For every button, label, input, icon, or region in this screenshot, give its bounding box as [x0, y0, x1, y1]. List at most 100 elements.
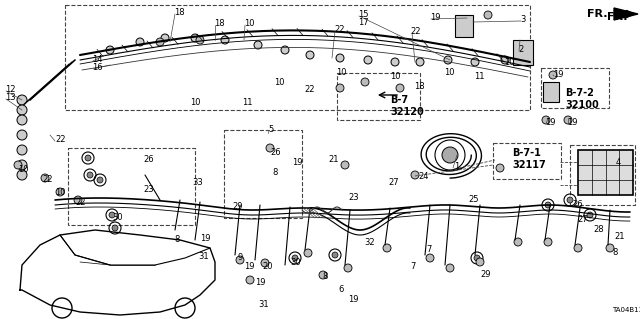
Circle shape — [261, 259, 269, 267]
Text: 23: 23 — [143, 185, 154, 194]
Text: 21: 21 — [614, 232, 625, 241]
Circle shape — [161, 34, 169, 42]
Circle shape — [336, 54, 344, 62]
Circle shape — [606, 244, 614, 252]
Text: B-7: B-7 — [390, 95, 408, 105]
Bar — [578, 150, 633, 195]
Bar — [455, 15, 473, 37]
Text: 22: 22 — [334, 25, 344, 34]
Text: 32: 32 — [364, 238, 374, 247]
Text: 25: 25 — [468, 195, 479, 204]
Circle shape — [281, 46, 289, 54]
Circle shape — [14, 161, 22, 169]
Text: 22: 22 — [304, 85, 314, 94]
Text: 30: 30 — [112, 213, 123, 222]
Text: 19: 19 — [244, 262, 255, 271]
Text: 7: 7 — [426, 245, 431, 254]
Text: FR.: FR. — [607, 12, 627, 22]
Bar — [224, 130, 302, 218]
Circle shape — [361, 78, 369, 86]
Circle shape — [514, 238, 522, 246]
Text: 8: 8 — [174, 235, 179, 244]
Circle shape — [542, 116, 550, 124]
Circle shape — [564, 116, 572, 124]
Text: 26: 26 — [572, 200, 582, 209]
Circle shape — [496, 164, 504, 172]
Text: 13: 13 — [5, 93, 15, 102]
Circle shape — [292, 255, 298, 261]
Bar — [541, 68, 609, 108]
Circle shape — [196, 36, 204, 44]
Circle shape — [17, 130, 27, 140]
Circle shape — [106, 46, 114, 54]
Text: 10: 10 — [55, 188, 65, 197]
Text: 19: 19 — [567, 118, 577, 127]
Text: 19: 19 — [348, 295, 358, 304]
Circle shape — [136, 38, 144, 46]
Text: 8: 8 — [322, 272, 328, 281]
Circle shape — [97, 177, 103, 183]
Circle shape — [85, 155, 91, 161]
Text: 30: 30 — [290, 258, 301, 267]
Text: 11: 11 — [242, 98, 253, 107]
Circle shape — [383, 244, 391, 252]
Text: 9: 9 — [237, 253, 243, 262]
Text: 22: 22 — [75, 198, 86, 207]
Bar — [68, 148, 195, 225]
Circle shape — [515, 44, 523, 52]
Bar — [337, 73, 420, 120]
Circle shape — [17, 170, 27, 180]
Circle shape — [476, 258, 484, 266]
Text: 10: 10 — [190, 98, 200, 107]
Text: 10: 10 — [336, 68, 346, 77]
Bar — [513, 40, 533, 65]
Circle shape — [545, 202, 551, 208]
Text: 22: 22 — [410, 27, 420, 36]
Circle shape — [87, 172, 93, 178]
Circle shape — [156, 38, 164, 46]
Text: 21: 21 — [328, 155, 339, 164]
Circle shape — [344, 264, 352, 272]
Text: 27: 27 — [577, 215, 588, 224]
Circle shape — [306, 51, 314, 59]
Text: 27: 27 — [388, 178, 399, 187]
Text: 31: 31 — [258, 300, 269, 309]
Circle shape — [396, 84, 404, 92]
Circle shape — [17, 95, 27, 105]
Circle shape — [336, 84, 344, 92]
Circle shape — [341, 161, 349, 169]
Text: 19: 19 — [553, 70, 563, 79]
Text: 2: 2 — [518, 45, 524, 54]
Circle shape — [484, 11, 492, 19]
Text: 18: 18 — [214, 19, 225, 28]
Text: 32100: 32100 — [565, 100, 599, 110]
Circle shape — [332, 252, 338, 258]
Circle shape — [549, 71, 557, 79]
Text: 29: 29 — [232, 202, 243, 211]
Circle shape — [461, 18, 469, 26]
Circle shape — [109, 212, 115, 218]
Circle shape — [364, 56, 372, 64]
Text: B-7-2: B-7-2 — [565, 88, 594, 98]
Text: 15: 15 — [358, 10, 369, 19]
Text: 26: 26 — [143, 155, 154, 164]
Text: 19: 19 — [200, 234, 211, 243]
Circle shape — [221, 36, 229, 44]
Text: 10: 10 — [504, 58, 515, 67]
Text: 10: 10 — [18, 165, 29, 174]
Circle shape — [544, 238, 552, 246]
Circle shape — [56, 188, 64, 196]
Circle shape — [587, 212, 593, 218]
Text: 6: 6 — [338, 285, 344, 294]
Text: 5: 5 — [268, 125, 273, 134]
Text: 22: 22 — [55, 135, 65, 144]
Text: 1: 1 — [454, 162, 460, 171]
Text: 29: 29 — [480, 270, 490, 279]
Circle shape — [112, 225, 118, 231]
Text: 11: 11 — [474, 72, 484, 81]
Text: 19: 19 — [545, 118, 556, 127]
Circle shape — [17, 145, 27, 155]
Text: 16: 16 — [92, 63, 102, 72]
Circle shape — [319, 271, 327, 279]
Circle shape — [411, 171, 419, 179]
